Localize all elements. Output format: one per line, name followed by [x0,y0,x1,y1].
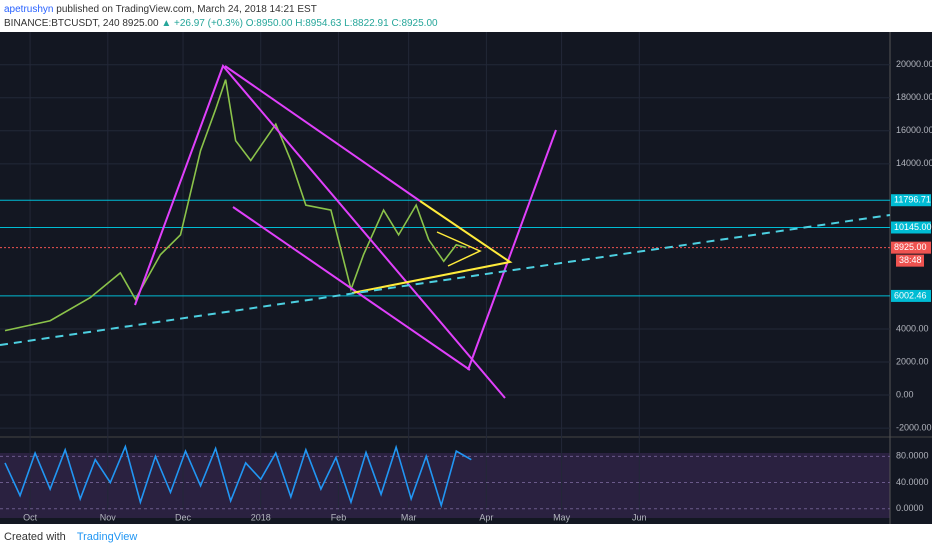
ohlc: L:8822.91 [344,18,389,29]
y-tick-label: 14000.00 [896,158,932,168]
x-tick-label: Feb [331,512,347,522]
x-tick-label: Jun [632,512,647,522]
y-tick-label: 18000.00 [896,92,932,102]
published: published on TradingView.com, March 24, … [56,4,317,15]
level-label-box [891,194,931,207]
countdown-box [896,254,924,267]
triangle [351,200,513,294]
header-line-2: BINANCE:BTCUSDT, 240 8925.00 ▲ +26.97 (+… [4,18,438,29]
x-tick-label: May [553,512,571,522]
x-tick-label: Nov [100,512,117,522]
trend-line [224,65,421,202]
oscillator-pane [0,453,890,518]
level-label: 8925.00 [894,242,927,252]
price-line [4,444,472,509]
header-line-1: apetrushyn published on TradingView.com,… [4,4,317,15]
level-label: 6002.46 [894,290,927,300]
x-tick-label: Apr [479,512,493,522]
drawings [0,64,891,399]
y-tick-label: 0.0000 [896,503,924,513]
trend-line [232,206,471,371]
level-label-box [891,221,931,234]
trend-line [134,64,506,399]
created-with: Created with [4,531,66,543]
level-label-box [891,241,931,254]
triangle [436,231,482,267]
trend-line [0,214,891,346]
ohlc: O:8950.00 [245,18,293,29]
price-line [4,79,467,332]
change: ▲ +26.97 (+0.3%) [161,18,243,29]
x-tick-label: 2018 [251,512,271,522]
last-price: 8925.00 [122,18,159,29]
y-tick-label: 4000.00 [896,323,929,333]
y-tick-label: -2000.00 [896,422,932,432]
x-tick-label: Dec [175,512,192,522]
x-tick-label: Mar [401,512,417,522]
y-tick-label: 2000.00 [896,356,929,366]
ohlc: H:8954.63 [295,18,342,29]
countdown: 38:48 [899,255,922,265]
y-tick-label: 80.0000 [896,451,929,461]
symbol: BINANCE:BTCUSDT, 240 [4,18,120,29]
chart: 20000.00 18000.00 16000.00 14000.00 4000.00 2… [0,32,932,524]
background [0,32,932,524]
y-tick-label: 20000.00 [896,59,932,69]
brand[interactable]: TradingView [76,531,138,543]
trend-line [467,129,557,371]
level-label-box [891,289,931,302]
y-tick-label: 40.0000 [896,477,929,487]
level-label: 11796.71 [894,195,931,205]
x-tick-label: Oct [23,512,38,522]
y-tick-label: 16000.00 [896,125,932,135]
author[interactable]: apetrushyn [4,4,54,15]
footer: Created with TradingView [4,531,137,543]
level-label: 10145.00 [894,222,932,232]
y-tick-label: 0.00 [896,389,914,399]
ohlc: C:8925.00 [391,18,438,29]
